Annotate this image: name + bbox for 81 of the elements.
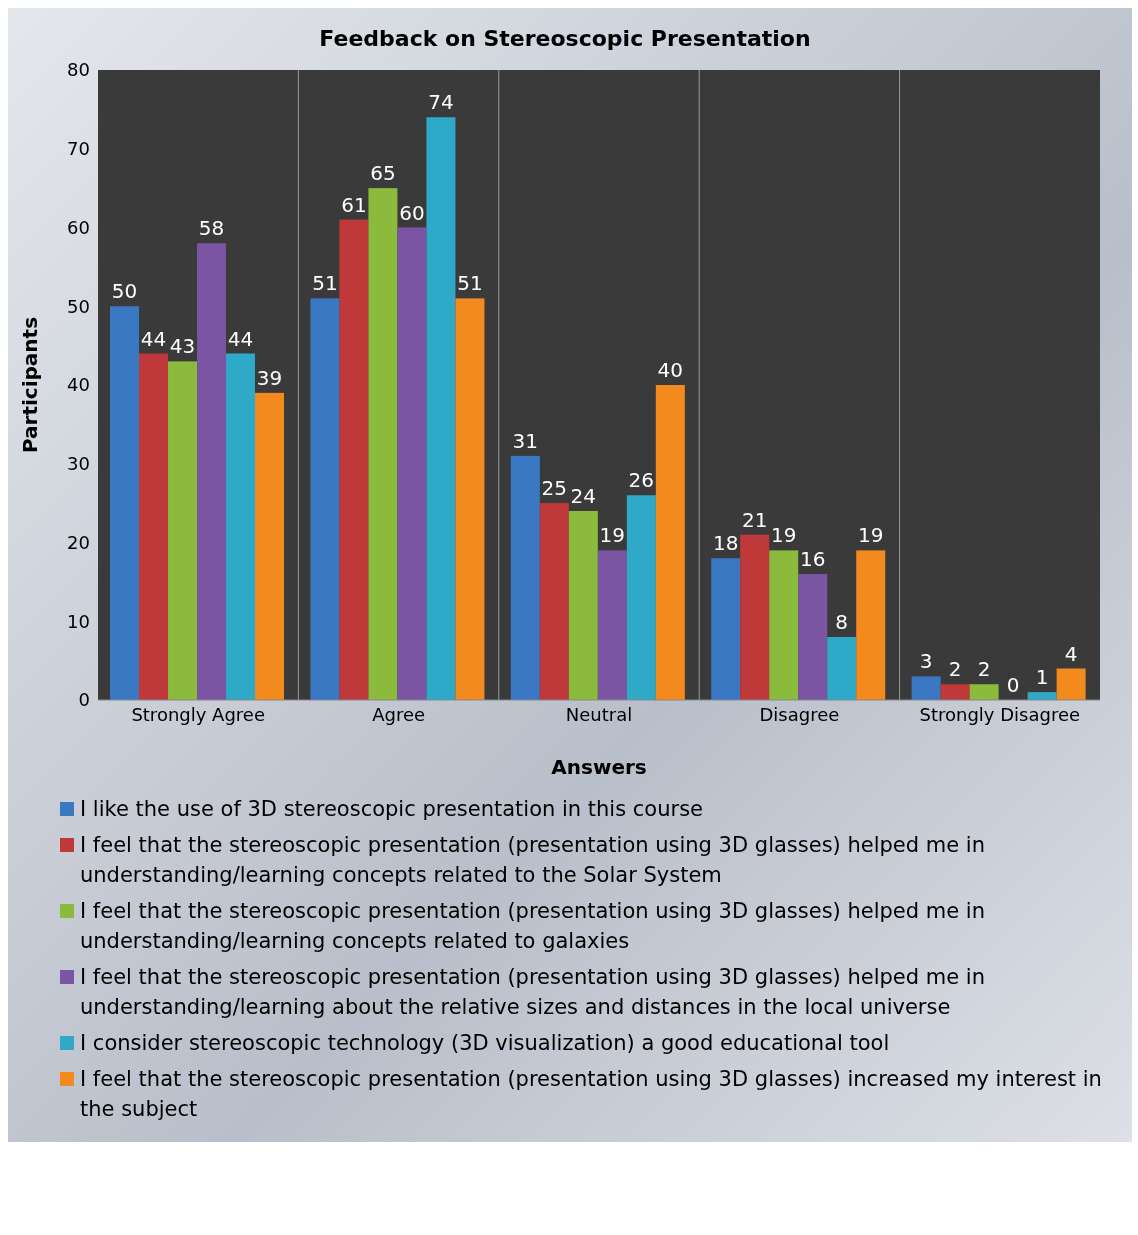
bar <box>969 684 999 700</box>
x-axis-title: Answers <box>551 755 647 779</box>
bar <box>856 550 886 700</box>
data-label: 19 <box>599 523 626 548</box>
x-tick-label: Strongly Disagree <box>919 703 1081 725</box>
data-label: 19 <box>858 523 884 548</box>
data-label: 18 <box>713 531 739 556</box>
bar <box>827 637 857 700</box>
bar <box>597 550 627 700</box>
data-label: 60 <box>399 200 425 225</box>
data-label: 44 <box>227 326 254 351</box>
data-label: 4 <box>1064 641 1078 666</box>
bar <box>339 219 369 700</box>
legend-label: I feel that the stereoscopic presentation (presentation using 3D glasses) helped me in understanding/learning concepts related to galaxies <box>80 898 986 955</box>
data-label: 25 <box>541 476 568 501</box>
data-label: 51 <box>457 271 483 296</box>
data-label: 19 <box>771 523 797 548</box>
bar <box>568 511 598 700</box>
data-label: 0 <box>1006 673 1020 697</box>
bar <box>940 684 970 700</box>
bar <box>110 306 140 700</box>
bar <box>740 534 770 700</box>
data-label: 8 <box>835 610 849 634</box>
y-tick-label: 0 <box>78 689 90 711</box>
y-tick-label: 70 <box>67 138 90 160</box>
data-label: 44 <box>140 326 167 351</box>
bar <box>1056 668 1086 700</box>
data-label: 74 <box>428 90 454 115</box>
data-label: 26 <box>628 468 655 493</box>
bar <box>911 676 941 700</box>
y-axis-title: Participants <box>18 316 43 454</box>
data-label: 24 <box>570 484 597 508</box>
bar <box>397 227 427 700</box>
bar <box>226 353 256 700</box>
data-label: 21 <box>742 507 768 532</box>
data-label: 2 <box>977 657 991 682</box>
bar <box>510 455 540 700</box>
data-label: 51 <box>312 271 338 296</box>
legend-label: I feel that the stereoscopic presentation (presentation using 3D glasses) helped me in understanding/learning about the relative sizes and distances in the local universe <box>80 964 986 1021</box>
bar <box>168 361 198 700</box>
bar <box>197 243 227 700</box>
bar <box>711 558 741 700</box>
y-tick-label: 50 <box>67 295 90 317</box>
data-label: 31 <box>512 428 539 453</box>
bar <box>426 117 456 700</box>
bar <box>368 188 398 700</box>
legend-label: I feel that the stereoscopic presentation (presentation using 3D glasses) helped me in understanding/learning concepts related to the Solar System <box>80 832 986 889</box>
x-tick-label: Neutral <box>565 703 633 725</box>
bar <box>626 495 656 700</box>
bar <box>798 574 828 700</box>
data-label: 65 <box>370 161 396 186</box>
x-tick-label: Disagree <box>759 703 840 725</box>
chart-title: Feedback on Stereoscopic Presentation <box>319 26 811 51</box>
bar <box>310 298 340 700</box>
data-label: 3 <box>919 649 933 674</box>
legend-label: I feel that the stereoscopic presentation (presentation using 3D glasses) increased my interest in the subject <box>80 1066 1103 1123</box>
y-tick-label: 80 <box>67 59 90 81</box>
data-label: 40 <box>657 358 684 382</box>
y-tick-label: 20 <box>67 531 90 553</box>
bar <box>769 550 799 700</box>
bar <box>139 353 169 700</box>
data-label: 43 <box>169 334 196 359</box>
x-tick-label: Agree <box>372 703 426 725</box>
y-tick-label: 30 <box>67 453 90 475</box>
data-label: 50 <box>111 279 138 304</box>
data-label: 1 <box>1035 665 1049 690</box>
bar <box>255 392 285 700</box>
bar <box>539 503 569 700</box>
data-label: 58 <box>198 216 225 241</box>
legend-label: I consider stereoscopic technology (3D visualization) a good educational tool <box>80 1030 890 1057</box>
bar <box>655 385 685 700</box>
y-tick-label: 40 <box>67 374 90 396</box>
bar <box>455 298 485 700</box>
y-tick-label: 10 <box>67 610 90 632</box>
data-label: 61 <box>341 192 367 217</box>
legend-label: I like the use of 3D stereoscopic presentation in this course <box>80 796 704 823</box>
data-label: 2 <box>948 657 962 682</box>
x-tick-label: Strongly Agree <box>131 703 265 725</box>
data-label: 39 <box>256 365 283 390</box>
data-label: 16 <box>800 547 826 571</box>
y-tick-label: 60 <box>67 216 90 238</box>
